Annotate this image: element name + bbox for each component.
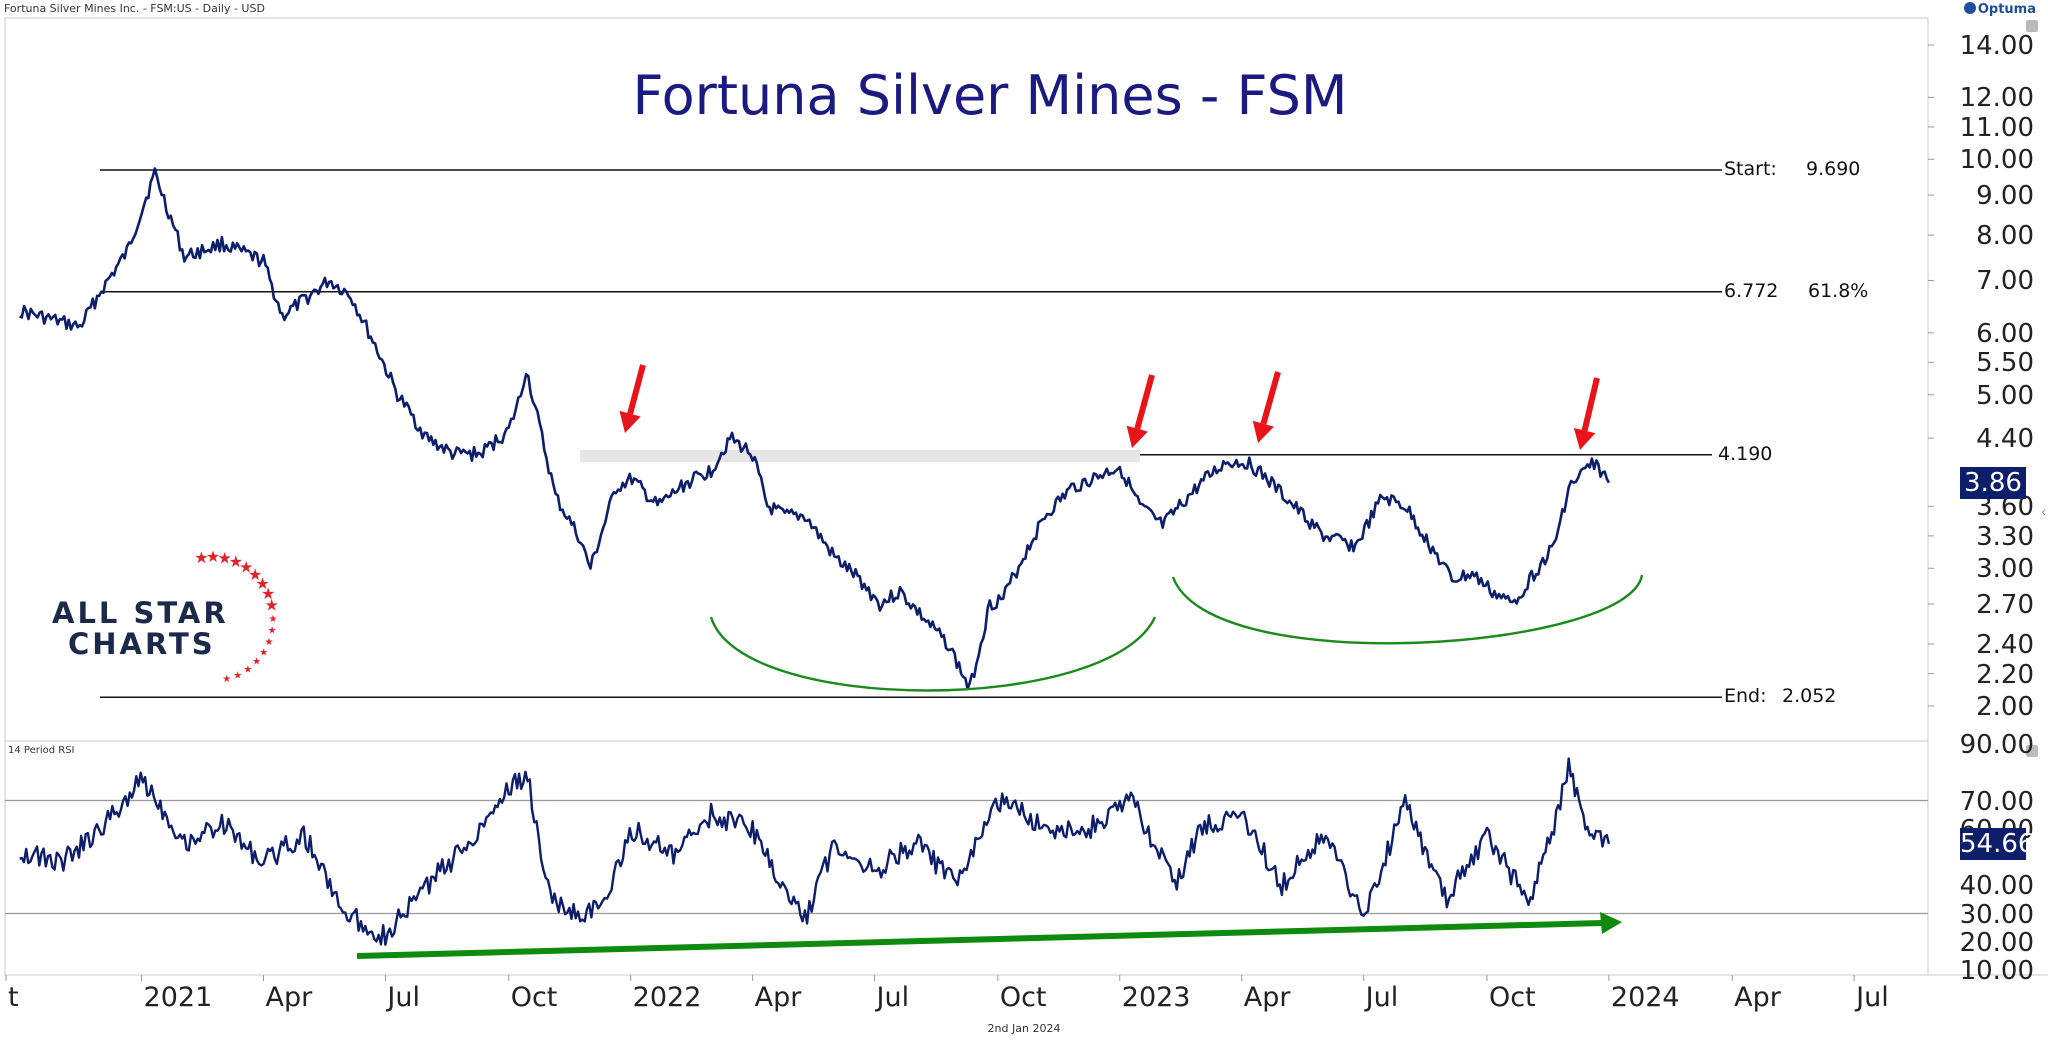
x-axis-tick: 2021: [143, 982, 213, 1013]
x-axis-tick: Apr: [265, 982, 313, 1013]
x-axis-tick: Jul: [876, 982, 910, 1013]
lock-icon[interactable]: [2026, 20, 2038, 32]
x-axis-tick: Apr: [754, 982, 802, 1013]
logo-line2: CHARTS: [68, 627, 216, 661]
price-axis-tick: 10.00: [1959, 145, 2034, 176]
logo-star-icon: ★: [229, 552, 243, 571]
last-rsi-badge: 54.66: [1960, 827, 2035, 860]
red-arrow-4-head: [1573, 428, 1596, 450]
fib-end-label: End:: [1724, 685, 1767, 708]
red-arrow-3-head: [1252, 420, 1275, 443]
fib-618-percent: 61.8%: [1808, 279, 1869, 302]
red-arrow-3-shaft: [1260, 371, 1281, 425]
rsi-series-line: [19, 757, 1611, 946]
rsi-lock-icon[interactable]: [2026, 745, 2038, 757]
logo-star-icon: ★: [264, 595, 278, 614]
price-axis-tick: 6.00: [1976, 318, 2034, 349]
chart-title: Fortuna Silver Mines - FSM: [632, 64, 1348, 127]
rsi-trendline-arrowhead: [1600, 912, 1622, 934]
brand-logo[interactable]: Optuma: [1963, 2, 2036, 17]
logo-star-icon: ★: [252, 657, 261, 668]
resistance-zone: [580, 449, 1140, 463]
fib-618-price: 6.772: [1724, 279, 1779, 302]
price-axis-tick: 5.50: [1976, 348, 2034, 379]
fib-start-label: Start:: [1724, 157, 1777, 180]
price-axis-tick: 2.20: [1976, 659, 2034, 690]
fib-resistance-value: 4.190: [1718, 442, 1773, 465]
rsi-axis-tick: 40.00: [1959, 871, 2034, 902]
red-arrow-2-shaft: [1134, 374, 1155, 430]
brand-name: Optuma: [1977, 2, 2036, 17]
fib-start-value: 9.690: [1806, 157, 1861, 180]
footer-date: 2nd Jan 2024: [987, 1022, 1061, 1035]
logo-star-icon: ★: [194, 548, 208, 567]
logo-star-icon: ★: [233, 670, 242, 681]
x-axis-tick: Jul: [387, 982, 420, 1013]
price-axis-tick: 2.40: [1976, 630, 2034, 661]
price-axis-tick: 5.00: [1976, 380, 2034, 411]
price-axis-tick: 12.00: [1959, 83, 2034, 114]
logo-star-icon: ★: [259, 647, 268, 658]
logo-star-icon: ★: [239, 557, 253, 576]
rsi-axis-tick: 10.00: [1959, 956, 2034, 986]
x-axis-tick: Jul: [1856, 982, 1889, 1013]
x-axis-tick: 2024: [1610, 982, 1680, 1013]
x-axis-tick: t: [8, 982, 19, 1013]
logo-star-icon: ★: [218, 548, 232, 567]
rounded-bottom-arc-2: [1171, 574, 1644, 645]
last-price-badge: 3.86: [1960, 466, 2026, 499]
logo-star-icon: ★: [248, 565, 262, 584]
rsi-panel-label: 14 Period RSI: [8, 745, 75, 756]
red-arrow-2-head: [1126, 425, 1148, 448]
rounded-bottom-arc-1: [709, 616, 1157, 692]
instrument-header: Fortuna Silver Mines Inc. - FSM:US - Dai…: [4, 2, 265, 15]
logo-line1: ALL STAR: [52, 596, 229, 630]
plot-frame: [4, 17, 1929, 976]
price-axis-tick: 14.00: [1959, 31, 2034, 61]
price-axis-tick: 3.00: [1976, 554, 2034, 585]
logo-star-icon: ★: [264, 637, 273, 648]
price-axis-tick: 3.30: [1976, 521, 2034, 552]
x-axis-tick: Oct: [1488, 982, 1536, 1013]
logo-star-icon: ★: [222, 674, 231, 685]
logo-star-icon: ★: [269, 614, 278, 625]
logo-star-icon: ★: [261, 584, 275, 603]
price-axis-tick: 2.00: [1976, 692, 2034, 722]
red-arrow-1-head: [619, 410, 641, 433]
x-axis-tick: Oct: [999, 982, 1047, 1013]
red-arrow-4-shaft: [1581, 377, 1600, 432]
optuma-icon: [1963, 2, 1976, 14]
logo-star-icon: ★: [255, 574, 269, 593]
allstarcharts-logo: ALL STAR CHARTS: [52, 598, 229, 660]
x-axis-tick: Apr: [1243, 982, 1291, 1013]
price-axis-tick: 11.00: [1959, 112, 2034, 143]
price-axis-tick: 8.00: [1976, 221, 2034, 252]
x-axis-tick: 2023: [1121, 982, 1191, 1013]
rsi-axis-tick: 30.00: [1959, 899, 2034, 930]
rsi-axis-tick: 90.00: [1959, 730, 2034, 760]
price-axis-tick: 4.40: [1976, 424, 2034, 455]
price-axis-tick: 2.70: [1976, 590, 2034, 621]
price-series-line: [19, 167, 1611, 691]
x-axis-tick: Oct: [510, 982, 558, 1013]
rsi-axis-tick: 20.00: [1959, 927, 2034, 958]
fib-end-value: 2.052: [1782, 685, 1837, 708]
logo-star-icon: ★: [243, 664, 252, 675]
x-axis-tick: 2022: [632, 982, 702, 1013]
price-axis-tick: 9.00: [1976, 181, 2034, 212]
x-axis-tick: Apr: [1734, 982, 1781, 1013]
x-axis-tick: Jul: [1365, 982, 1399, 1013]
rsi-axis-tick: 70.00: [1959, 786, 2034, 817]
rsi-trendline: [356, 920, 1603, 959]
logo-star-icon: ★: [206, 547, 220, 566]
collapse-panel-icon[interactable]: ‹: [2041, 503, 2046, 519]
logo-star-icon: ★: [268, 626, 277, 637]
price-axis-tick: 7.00: [1976, 266, 2034, 297]
red-arrow-1-shaft: [627, 364, 646, 415]
